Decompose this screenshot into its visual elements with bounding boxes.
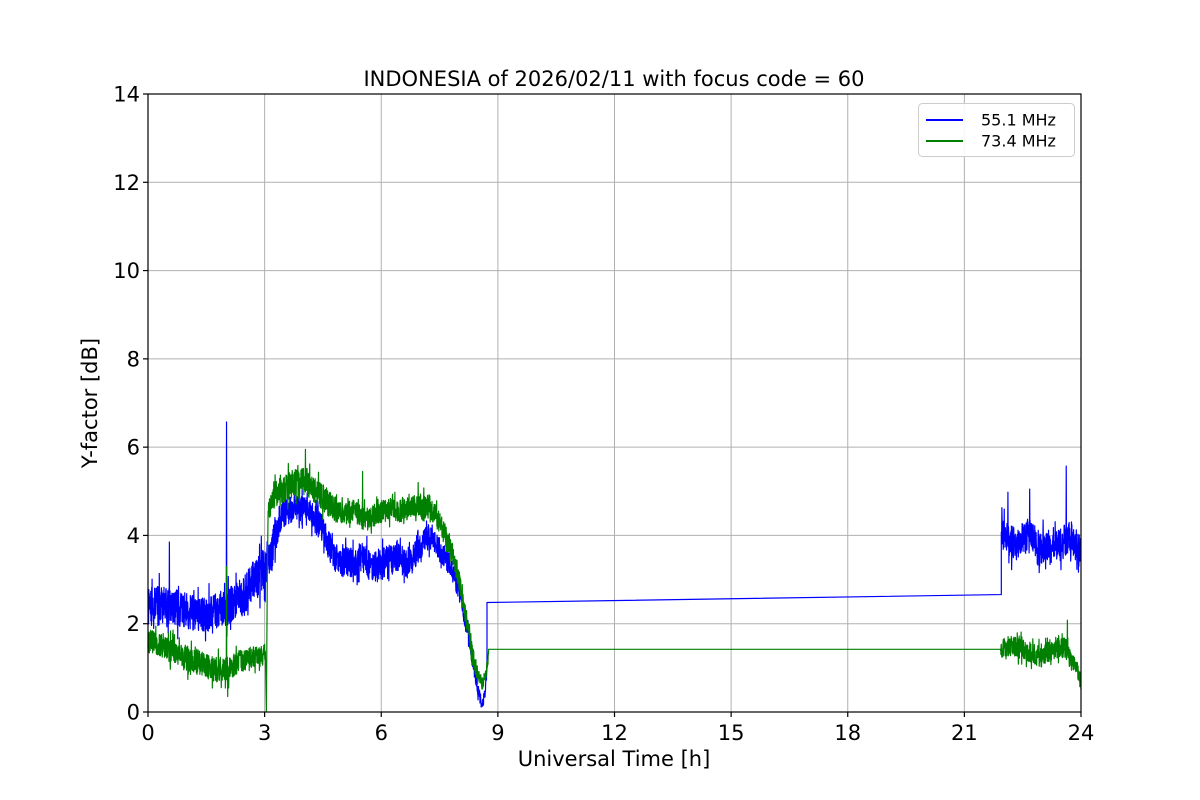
y-tick-label: 10: [113, 259, 140, 283]
y-tick-label: 8: [127, 347, 140, 371]
legend-label-73-4-mhz: 73.4 MHz: [981, 132, 1056, 151]
x-tick-label: 9: [491, 721, 504, 745]
plot-series: [147, 421, 1082, 712]
legend-frame: [918, 103, 1075, 157]
legend-label-55-1-mhz: 55.1 MHz: [981, 111, 1056, 130]
axis-ticks: [143, 93, 1082, 717]
legend: 55.1 MHz 73.4 MHz: [918, 103, 1075, 157]
x-tick-label: 6: [375, 721, 388, 745]
series-line-55-1-mhz: [147, 421, 1082, 708]
y-tick-label: 6: [127, 436, 140, 460]
y-tick-label: 0: [127, 701, 140, 725]
grid-lines: [147, 93, 1082, 713]
x-axis-label: Universal Time [h]: [518, 747, 711, 771]
y-axis-label: Y-factor [dB]: [78, 338, 102, 469]
y-tick-label: 2: [127, 612, 140, 636]
y-tick-label: 12: [113, 171, 140, 195]
x-tick-label: 15: [718, 721, 745, 745]
x-tick-label: 24: [1068, 721, 1095, 745]
chart-title: INDONESIA of 2026/02/11 with focus code …: [363, 67, 864, 91]
series-line-73-4-mhz: [147, 448, 1082, 712]
x-tick-label: 0: [141, 721, 154, 745]
x-tick-label: 21: [951, 721, 978, 745]
y-tick-label: 4: [127, 524, 140, 548]
y-tick-label: 14: [113, 83, 140, 107]
x-tick-label: 18: [834, 721, 861, 745]
x-tick-label: 12: [601, 721, 628, 745]
x-tick-label: 3: [258, 721, 271, 745]
